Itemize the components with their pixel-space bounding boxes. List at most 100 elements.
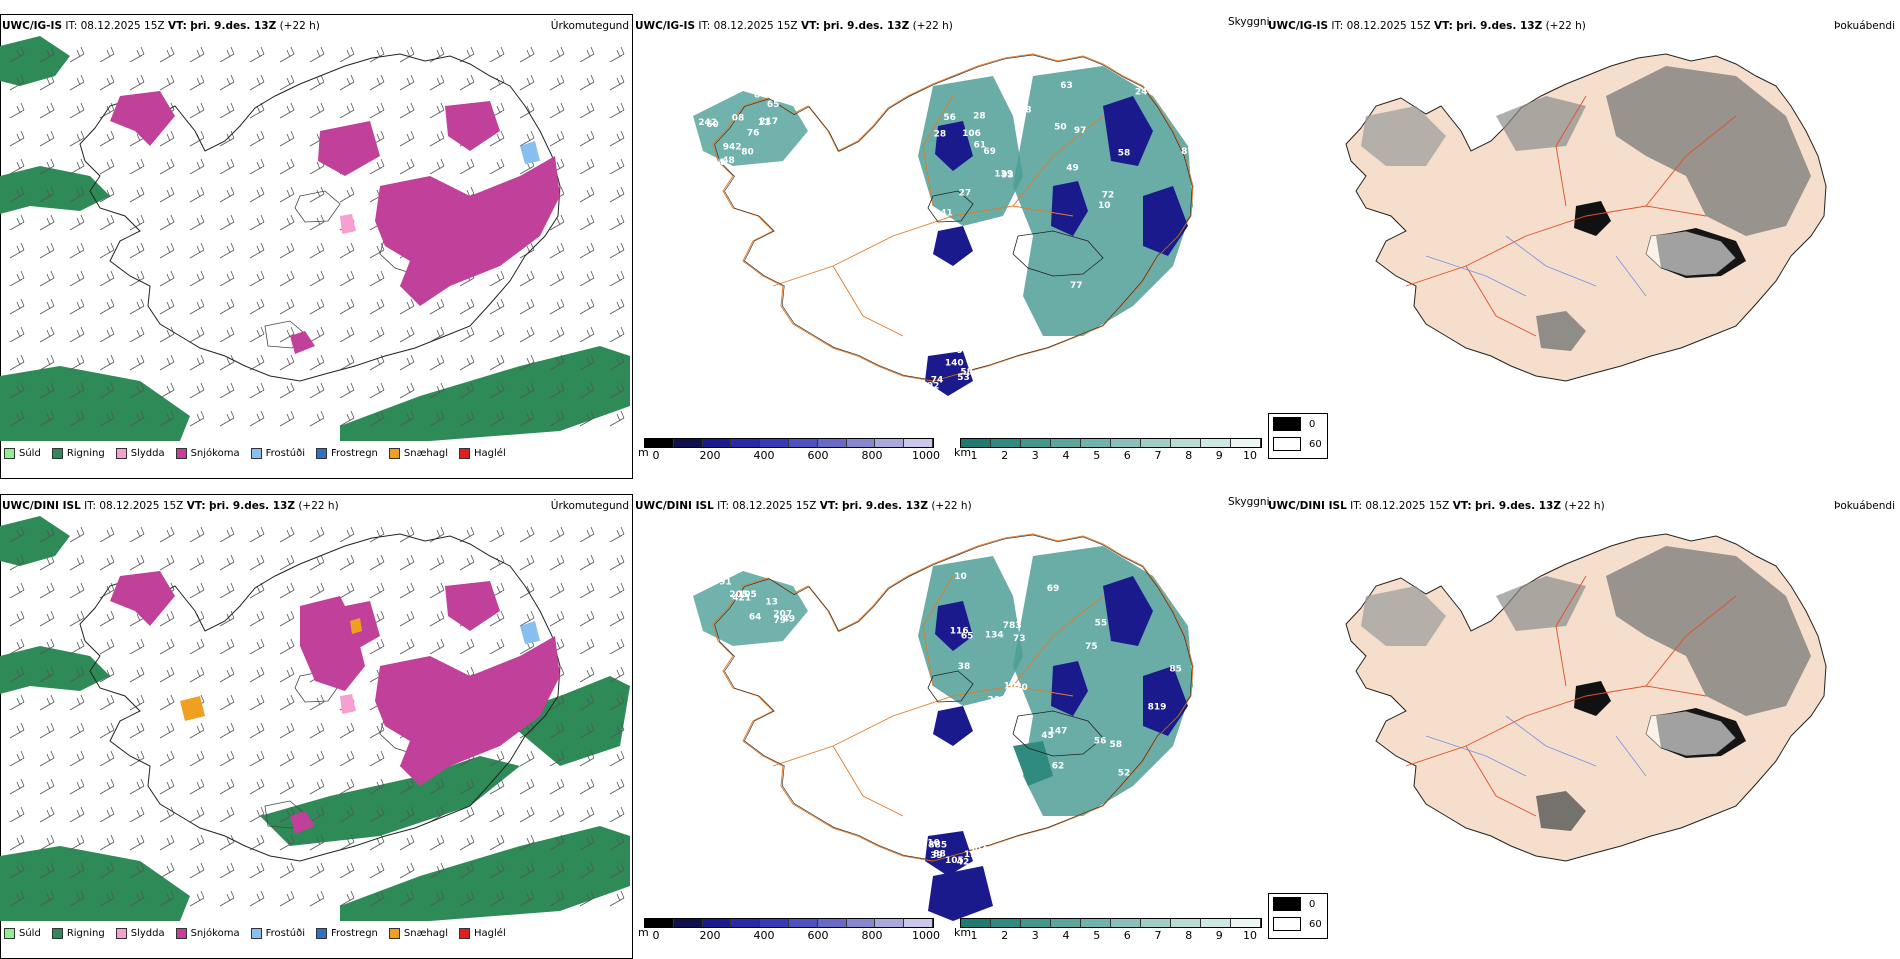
panel-0-2: UWC/IG-IS IT: 08.12.2025 15Z VT: þri. 9.… xyxy=(1266,14,1899,479)
ceiling-value-label: 69 xyxy=(983,147,996,157)
ceiling-value-label: 49 xyxy=(783,615,796,625)
colorbar-bands xyxy=(960,918,1262,928)
legend-label: Snjókoma xyxy=(190,447,240,459)
cloud-legend-item: 0 xyxy=(1269,414,1327,434)
ceiling-value-label: 92 xyxy=(927,382,940,392)
legend-label: Snæhagl xyxy=(403,927,449,939)
legend-swatch xyxy=(459,447,471,459)
panel-header: UWC/DINI ISL IT: 08.12.2025 15Z VT: þri.… xyxy=(1268,500,1605,512)
ceiling-value-label: 58 xyxy=(960,367,973,377)
ceiling-visibility-map: 207 73 62 76 105 10 147 63 205 203 69 10 86 70 56 108 64… xyxy=(693,533,1194,921)
legend-label: 0 xyxy=(1309,418,1316,430)
legend-label: Rigning xyxy=(66,927,105,939)
ceiling-value-label: 76 xyxy=(936,812,949,822)
panel-title: Úrkomutegund xyxy=(550,500,629,512)
ceiling-value-label: 50 xyxy=(1054,123,1067,133)
valid-time-label: VT: xyxy=(819,500,839,512)
colorbar-bands xyxy=(644,438,934,448)
colorbar-tick: 10 xyxy=(1243,929,1257,942)
ceiling-value-label: 63 xyxy=(958,813,971,823)
init-time: IT: 08.12.2025 15Z xyxy=(1331,20,1431,32)
panel-header: UWC/IG-IS IT: 08.12.2025 15Z VT: þri. 9.… xyxy=(635,20,953,32)
lead-time: (+22 h) xyxy=(1564,500,1605,512)
legend-label: Frostúði xyxy=(265,927,305,939)
colorbar-tick: 3 xyxy=(1031,449,1039,462)
ceiling-value-label: 942 xyxy=(723,143,742,153)
ceiling-value-label: 48 xyxy=(722,156,735,166)
panel-title: Skyggni xyxy=(1228,16,1270,28)
legend-swatch xyxy=(316,927,327,939)
valid-time-label: VT: xyxy=(1452,500,1472,512)
legend-label: Slydda xyxy=(130,927,165,939)
ceiling-value-label: 24 xyxy=(929,813,942,823)
ceiling-value-label: 48 xyxy=(1019,106,1032,116)
precip-legend-item: Frostúði xyxy=(250,447,305,459)
legend-swatch xyxy=(459,927,471,939)
valid-time-label: VT: xyxy=(186,500,206,512)
ceiling-value-label: 10 xyxy=(1098,201,1111,211)
colorbar-tick: 3 xyxy=(1031,929,1039,942)
ceiling-value-label: 10 xyxy=(1004,681,1017,691)
colorbar-tick: 4 xyxy=(1062,449,1070,462)
legend-swatch xyxy=(115,927,127,939)
ceiling-value-label: 63 xyxy=(1060,81,1073,91)
precip-legend-item: Haglél xyxy=(459,927,506,939)
valid-time: þri. 9.des. 13Z xyxy=(208,500,295,512)
legend-label: Haglél xyxy=(474,927,506,939)
ceiling-value-label: 116 xyxy=(950,626,969,636)
ceiling-value-label: 62 xyxy=(1052,762,1065,772)
lead-time: (+22 h) xyxy=(298,500,339,512)
valid-time-label: VT: xyxy=(1433,20,1453,32)
valid-time-label: VT: xyxy=(800,20,820,32)
ceiling-value-label: 58 xyxy=(1118,148,1131,158)
colorbar-unit: m xyxy=(638,926,649,939)
precip-legend-item: Frostregn xyxy=(316,927,378,939)
legend-label: Slydda xyxy=(130,447,165,459)
colorbar-tick: 10 xyxy=(1243,449,1257,462)
colorbar-tick: 8 xyxy=(1185,449,1193,462)
colorbar-tick: 2 xyxy=(1001,449,1009,462)
legend-label: Haglél xyxy=(474,447,506,459)
panel-1-0: UWC/DINI ISL IT: 08.12.2025 15Z VT: þri.… xyxy=(0,494,633,959)
ceiling-value-label: 94 xyxy=(712,158,725,168)
ceiling-value-label: 19 xyxy=(800,570,813,580)
precip-legend-item: Snæhagl xyxy=(388,927,449,939)
ceiling-value-label: 13 xyxy=(765,597,778,607)
ceiling-value-label: 76 xyxy=(946,334,959,344)
lead-time: (+22 h) xyxy=(931,500,972,512)
ceiling-value-label: 74 xyxy=(765,570,778,580)
legend-swatch xyxy=(316,447,327,459)
legend-label: Snæhagl xyxy=(403,447,449,459)
colorbar-tick: 7 xyxy=(1154,929,1162,942)
ceiling-value-label: 87 xyxy=(1181,147,1194,157)
ceiling-value-label: 73 xyxy=(1013,634,1026,644)
model-name: UWC/IG-IS xyxy=(2,20,63,32)
ceiling-value-label: 242 xyxy=(698,118,717,128)
model-name: UWC/DINI ISL xyxy=(2,500,81,512)
ceiling-colorbar-bottom: 0 200 400 600 800 1000 m xyxy=(638,918,940,942)
legend-swatch xyxy=(1273,917,1301,931)
precip-legend-item: Frostregn xyxy=(316,447,378,459)
colorbar-tick: 4 xyxy=(1062,929,1070,942)
ceiling-value-label: 504 xyxy=(969,845,988,855)
ceiling-value-label: 88 xyxy=(933,849,946,859)
ceiling-value-label: 93 xyxy=(1001,170,1014,180)
ceiling-value-label: 28 xyxy=(973,112,986,122)
ceiling-value-label: 45 xyxy=(997,560,1010,570)
precip-legend-item: Haglél xyxy=(459,447,506,459)
init-time: IT: 08.12.2025 15Z xyxy=(65,20,165,32)
ceiling-value-label: 60 xyxy=(706,120,719,130)
colorbar-tick: 600 xyxy=(807,929,829,942)
ceiling-value-label: 74 xyxy=(931,375,944,385)
legend-swatch xyxy=(4,927,15,939)
init-time: IT: 08.12.2025 15Z xyxy=(717,500,817,512)
legend-swatch xyxy=(4,447,15,459)
ceiling-value-label: 217 xyxy=(759,117,778,127)
cloud-legend-item: 60 xyxy=(1269,434,1327,454)
ceiling-value-label: 10 xyxy=(927,838,940,848)
colorbar-unit: km xyxy=(954,446,972,459)
cloud-legend-item: 0 xyxy=(1269,894,1327,914)
ceiling-value-label: 885 xyxy=(928,840,947,850)
legend-label: 60 xyxy=(1309,438,1322,450)
legend-swatch xyxy=(51,927,63,939)
